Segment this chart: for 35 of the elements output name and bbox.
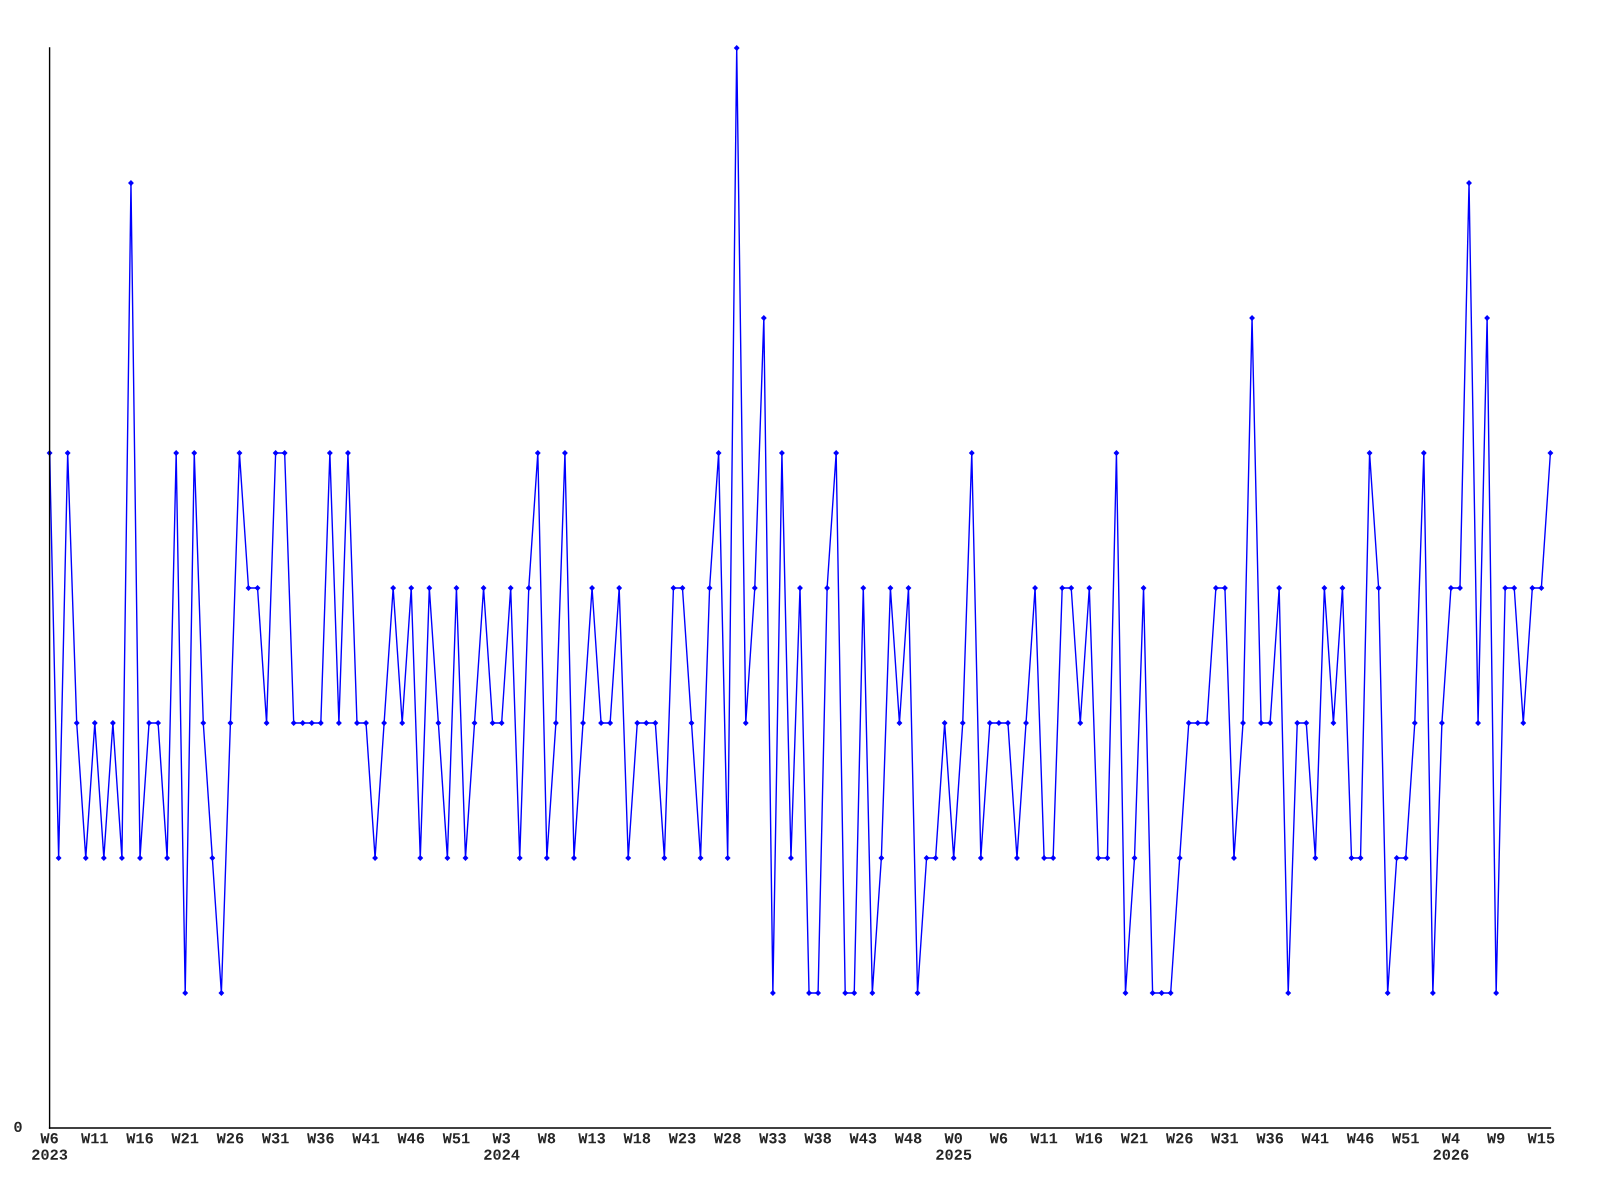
x-tick-label: W33 [759,1133,786,1144]
x-tick-label: W41 [352,1133,380,1144]
x-tick-label: W48 [894,1133,922,1144]
x-tick-label: W36 [307,1133,334,1144]
x-tick-label: W3 2024 [484,1133,520,1160]
x-tick-label: W41 [1301,1133,1329,1144]
x-tick-label: W21 [1120,1133,1148,1144]
x-tick-label: W23 [668,1133,696,1144]
x-tick-label: W28 [713,1133,741,1144]
x-tick-label: W21 [171,1133,199,1144]
x-tick-label: W11 [81,1133,108,1144]
x-tick-label: W51 [1391,1133,1419,1144]
x-tick-label: W11 [1030,1133,1058,1144]
x-tick-label: W46 [1346,1133,1374,1144]
x-tick-label: W31 [261,1133,289,1144]
x-tick-label: W6 [989,1133,1008,1144]
x-tick-label: W51 [442,1133,470,1144]
x-tick-label: W26 [1165,1133,1193,1144]
x-tick-label: W9 [1486,1133,1505,1144]
x-tick-label: W31 [1211,1133,1239,1144]
x-tick-label: W18 [623,1133,651,1144]
x-tick-label: W36 [1256,1133,1284,1144]
x-tick-label: W38 [804,1133,832,1144]
x-tick-label: W4 2026 [1433,1133,1469,1160]
x-tick-label: W13 [578,1133,606,1144]
x-tick-label: W15 [1527,1133,1555,1144]
text: 0 [14,1121,22,1133]
x-tick-label: W43 [849,1133,877,1144]
x-tick-label: W16 [1075,1133,1103,1144]
x-tick-label: W26 [216,1133,244,1144]
x-tick-label: W6 2023 [32,1133,68,1160]
x-tick-label: W16 [126,1133,153,1144]
x-tick-label: W46 [397,1133,425,1144]
x-tick-label: W8 [537,1133,556,1144]
x-tick-label: W0 2025 [936,1133,972,1160]
